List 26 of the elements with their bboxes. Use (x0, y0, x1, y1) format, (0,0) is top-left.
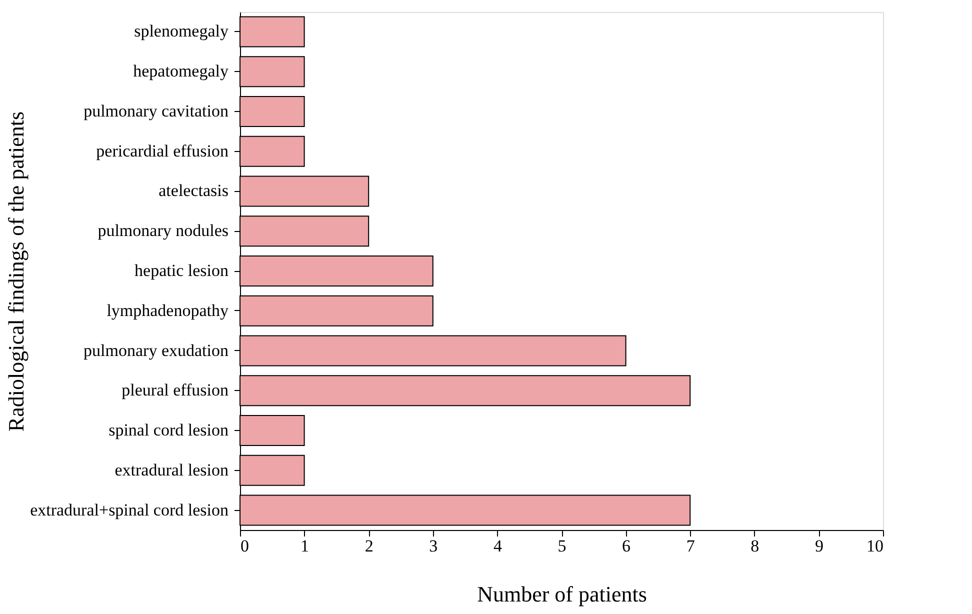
x-tick-label: 7 (686, 536, 696, 556)
x-tick-label: 6 (622, 536, 631, 556)
y-tick-label: hepatic lesion (134, 261, 229, 280)
y-tick-label: hepatomegaly (133, 62, 229, 81)
y-tick-label: spinal cord lesion (108, 420, 229, 440)
x-tick-label: 3 (429, 536, 438, 556)
x-tick-label: 10 (866, 536, 884, 556)
y-tick-label: extradural lesion (114, 460, 229, 480)
x-tick-label: 0 (240, 536, 249, 556)
y-tick-label: pleural effusion (122, 380, 229, 400)
y-axis-title: Radiological findings of the patients (4, 111, 28, 432)
x-axis-title: Number of patients (477, 582, 647, 606)
x-tick-label: 4 (493, 536, 502, 556)
x-tick-label: 2 (364, 536, 374, 556)
y-tick-label: extradural+spinal cord lesion (30, 500, 229, 520)
x-tick-label: 1 (300, 536, 310, 556)
y-tick-label: pulmonary exudation (84, 340, 229, 360)
y-tick-label: pulmonary nodules (98, 221, 228, 240)
x-tick-label: 5 (558, 536, 566, 556)
x-tick-label: 8 (750, 536, 760, 556)
y-tick-label: pulmonary cavitation (84, 101, 229, 120)
y-tick-label: lymphadenopathy (106, 300, 229, 320)
y-tick-label: atelectasis (158, 181, 228, 200)
y-tick-label: splenomegaly (134, 22, 229, 41)
y-tick-label: pericardial effusion (96, 141, 229, 160)
x-tick-label: 9 (814, 536, 824, 556)
